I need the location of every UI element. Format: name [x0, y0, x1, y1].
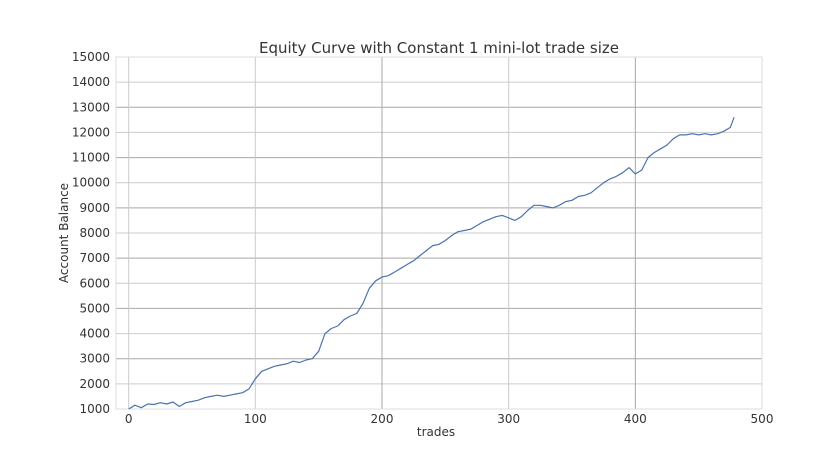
- y-tick-labels: 1000 2000 3000 4000 5000 6000 7000 8000 9000 1000…: [72, 50, 110, 416]
- y-tick-label: 5000: [79, 301, 110, 315]
- y-tick-label: 4000: [79, 327, 110, 341]
- x-tick-label: 200: [371, 412, 394, 426]
- y-tick-label: 10000: [72, 176, 110, 190]
- y-tick-label: 14000: [72, 75, 110, 89]
- grid-lines: [116, 56, 763, 410]
- chart-title: Equity Curve with Constant 1 mini-lot tr…: [259, 39, 619, 57]
- y-tick-label: 13000: [72, 100, 110, 114]
- y-tick-label: 6000: [79, 276, 110, 290]
- equity-series-line: [128, 117, 735, 410]
- x-tick-label: 500: [751, 412, 774, 426]
- y-tick-label: 11000: [72, 151, 110, 165]
- y-axis-label: Account Balance: [57, 183, 71, 283]
- y-tick-label: 8000: [79, 226, 110, 240]
- x-tick-label: 0: [125, 412, 133, 426]
- y-tick-label: 12000: [72, 125, 110, 139]
- y-tick-label: 2000: [79, 377, 110, 391]
- y-tick-label: 7000: [79, 251, 110, 265]
- x-axis-label: trades: [417, 425, 455, 439]
- plot-area-frame: [115, 56, 763, 410]
- x-tick-label: 400: [624, 412, 647, 426]
- series-layer: [128, 117, 735, 410]
- y-tick-label: 3000: [79, 352, 110, 366]
- x-tick-label: 100: [244, 412, 267, 426]
- y-tick-label: 1000: [79, 402, 110, 416]
- y-tick-label: 9000: [79, 201, 110, 215]
- x-tick-label: 300: [497, 412, 520, 426]
- y-tick-label: 15000: [72, 50, 110, 64]
- x-tick-labels: 0 100 200 300 400 500: [125, 412, 774, 426]
